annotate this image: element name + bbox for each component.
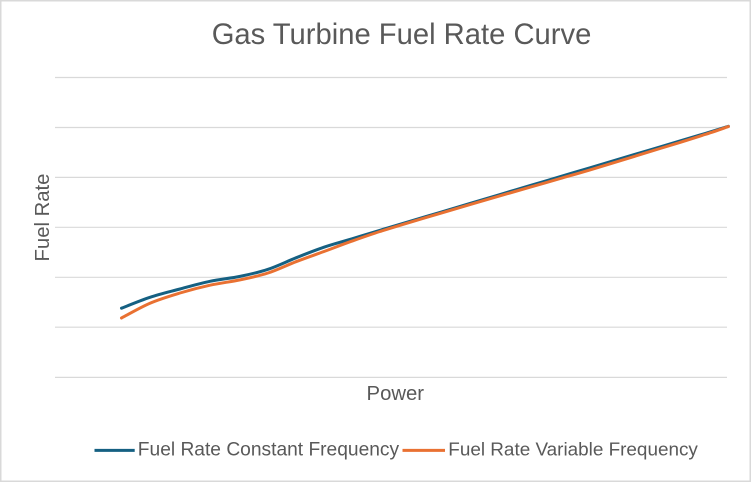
- svg-text:Fuel Rate Constant Frequency: Fuel Rate Constant Frequency: [138, 439, 400, 460]
- svg-text:Power: Power: [367, 383, 425, 405]
- svg-text:Gas Turbine Fuel Rate Curve: Gas Turbine Fuel Rate Curve: [212, 19, 592, 51]
- svg-text:Fuel Rate: Fuel Rate: [32, 174, 54, 262]
- svg-text:Fuel Rate Variable Frequency: Fuel Rate Variable Frequency: [448, 439, 698, 460]
